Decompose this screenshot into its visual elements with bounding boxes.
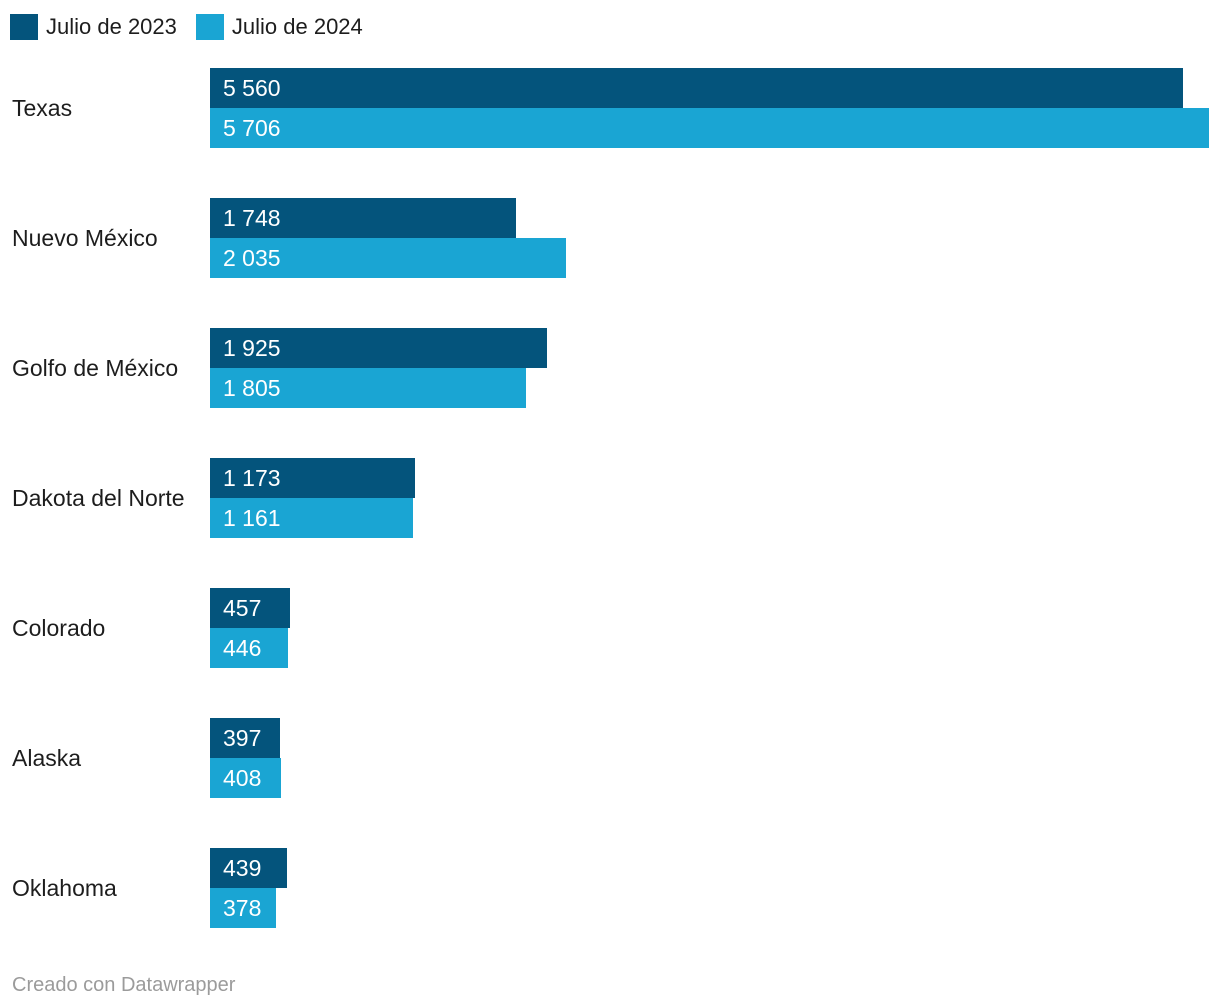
bar-julio-2023[interactable]: 439 xyxy=(210,848,287,888)
value-label: 457 xyxy=(223,595,262,621)
legend-label: Julio de 2024 xyxy=(231,14,363,39)
bar-group: 1 925 1 805 xyxy=(210,328,1209,408)
bar-julio-2024[interactable]: 5 706 xyxy=(210,108,1209,148)
value-label: 446 xyxy=(223,635,262,661)
legend-item-julio-2023: Julio de 2023 xyxy=(10,13,177,40)
bar-group: 1 748 2 035 xyxy=(210,198,1209,278)
value-label: 1 925 xyxy=(223,335,281,361)
chart-row: Dakota del Norte 1 173 1 161 xyxy=(0,458,1220,538)
bar-group: 457 446 xyxy=(210,588,1209,668)
category-label: Oklahoma xyxy=(12,874,117,901)
chart-row: Golfo de México 1 925 1 805 xyxy=(0,328,1220,408)
category-label: Alaska xyxy=(12,744,82,771)
bar-julio-2023[interactable]: 1 173 xyxy=(210,458,416,498)
bar-julio-2023[interactable]: 1 748 xyxy=(210,198,517,238)
chart-row: Texas 5 560 5 706 xyxy=(0,68,1220,148)
category-label: Colorado xyxy=(12,614,106,641)
value-label: 5 706 xyxy=(223,115,281,141)
bar-julio-2024[interactable]: 378 xyxy=(210,888,277,928)
bar-julio-2024[interactable]: 1 161 xyxy=(210,498,414,538)
legend-item-julio-2024: Julio de 2024 xyxy=(195,13,363,40)
bar-group: 439 378 xyxy=(210,848,1209,928)
bar-julio-2023[interactable]: 457 xyxy=(210,588,290,628)
legend-swatch-julio-2024 xyxy=(195,13,224,40)
bar-group: 1 173 1 161 xyxy=(210,458,1209,538)
chart-rows: Texas 5 560 5 706 Nuevo México 1 748 2 0… xyxy=(0,68,1220,928)
value-label: 2 035 xyxy=(223,245,281,271)
bar-group: 397 408 xyxy=(210,718,1209,798)
legend-swatch-julio-2023 xyxy=(10,13,38,40)
chart-row: Nuevo México 1 748 2 035 xyxy=(0,198,1220,278)
chart-row: Oklahoma 439 378 xyxy=(0,848,1220,928)
legend-label: Julio de 2023 xyxy=(46,14,177,39)
bar-julio-2024[interactable]: 446 xyxy=(210,628,289,668)
value-label: 5 560 xyxy=(223,75,281,101)
bar-julio-2024[interactable]: 2 035 xyxy=(210,238,567,278)
category-label: Dakota del Norte xyxy=(12,484,185,511)
category-label: Nuevo México xyxy=(12,224,158,251)
datawrapper-credit-link[interactable]: Creado con Datawrapper xyxy=(12,974,236,996)
bar-julio-2023[interactable]: 1 925 xyxy=(210,328,548,368)
value-label: 408 xyxy=(223,765,262,791)
value-label: 1 173 xyxy=(223,465,281,491)
value-label: 1 161 xyxy=(223,505,281,531)
value-label: 439 xyxy=(223,855,262,881)
bar-julio-2023[interactable]: 397 xyxy=(210,718,280,758)
value-label: 1 748 xyxy=(223,205,281,231)
value-label: 378 xyxy=(223,895,262,921)
bar-group: 5 560 5 706 xyxy=(210,68,1209,148)
bar-julio-2023[interactable]: 5 560 xyxy=(210,68,1184,108)
value-label: 1 805 xyxy=(223,375,281,401)
category-label: Golfo de México xyxy=(12,354,179,381)
legend: Julio de 2023 Julio de 2024 xyxy=(10,13,1220,40)
chart-row: Alaska 397 408 xyxy=(0,718,1220,798)
value-label: 397 xyxy=(223,725,262,751)
chart-row: Colorado 457 446 xyxy=(0,588,1220,668)
category-label: Texas xyxy=(12,94,73,121)
bar-julio-2024[interactable]: 408 xyxy=(210,758,282,798)
bar-julio-2024[interactable]: 1 805 xyxy=(210,368,527,408)
